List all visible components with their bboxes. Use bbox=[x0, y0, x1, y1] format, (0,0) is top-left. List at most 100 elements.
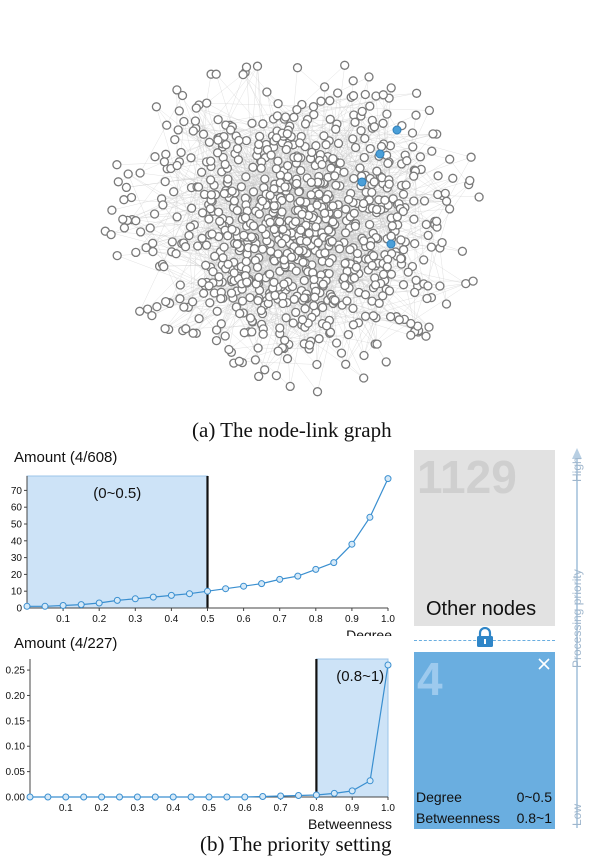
graph-node bbox=[383, 158, 393, 169]
data-point bbox=[348, 787, 356, 795]
graph-node bbox=[348, 134, 358, 144]
graph-node bbox=[160, 323, 170, 334]
graph-node bbox=[273, 249, 283, 259]
graph-node bbox=[234, 135, 244, 146]
graph-node bbox=[367, 260, 377, 271]
graph-node bbox=[285, 381, 295, 392]
graph-node bbox=[407, 128, 418, 138]
graph-node bbox=[248, 221, 259, 231]
graph-node bbox=[392, 212, 402, 222]
graph-edge bbox=[439, 247, 447, 305]
graph-node bbox=[158, 200, 168, 210]
priority-axis-arrow bbox=[572, 448, 582, 828]
graph-node bbox=[333, 138, 344, 149]
graph-node bbox=[188, 328, 198, 338]
graph-node bbox=[312, 359, 322, 370]
other-nodes-panel[interactable]: 1129 Other nodes bbox=[414, 450, 555, 626]
graph-node bbox=[345, 244, 355, 255]
data-point bbox=[204, 587, 211, 595]
graph-node bbox=[119, 195, 129, 205]
graph-node bbox=[398, 280, 409, 290]
graph-node bbox=[313, 238, 323, 248]
graph-node bbox=[328, 201, 338, 211]
graph-node bbox=[223, 231, 233, 241]
graph-node bbox=[396, 235, 406, 245]
graph-node bbox=[274, 217, 285, 227]
graph-node bbox=[308, 102, 319, 112]
y-tick-label: 70 bbox=[11, 486, 23, 497]
graph-node bbox=[474, 192, 484, 202]
graph-node bbox=[247, 118, 257, 128]
close-icon[interactable] bbox=[537, 657, 551, 671]
betweenness-chart[interactable]: 0.00 0.05 0.10 0.15 0.20 0.25 0.1 0.2 0.3 0.4 0.5 0… bbox=[0, 652, 400, 830]
graph-node bbox=[161, 296, 171, 307]
y-tick-label: 60 bbox=[11, 503, 23, 514]
graph-node bbox=[339, 272, 349, 283]
graph-node bbox=[422, 293, 432, 304]
data-point bbox=[384, 661, 392, 669]
graph-node bbox=[219, 188, 229, 199]
graph-node bbox=[248, 187, 259, 197]
graph-node bbox=[340, 258, 350, 269]
x-tick-label: 0.1 bbox=[56, 614, 70, 625]
graph-node bbox=[275, 323, 285, 333]
graph-node bbox=[266, 150, 276, 160]
graph-node bbox=[254, 371, 264, 382]
graph-node bbox=[340, 60, 350, 70]
data-point bbox=[44, 793, 52, 801]
graph-caption: (a) The node-link graph bbox=[192, 418, 392, 442]
selected-nodes-panel[interactable]: 4 Degree 0~0.5 Betweenness 0.8~1 bbox=[414, 652, 555, 829]
graph-node bbox=[307, 147, 317, 158]
graph-node bbox=[359, 152, 369, 163]
graph-node bbox=[330, 295, 340, 305]
degree-chart[interactable]: 0 10 20 30 40 50 60 70 0.1 0.2 0.3 0.4 0.5 0.6 0.7 0.8 0… bbox=[0, 466, 400, 636]
graph-node bbox=[212, 306, 222, 316]
highlighted-node bbox=[386, 239, 396, 249]
graph-node bbox=[221, 139, 231, 150]
graph-node bbox=[169, 187, 179, 197]
graph-node bbox=[278, 224, 288, 234]
graph-node bbox=[333, 88, 343, 98]
x-tick-label: 0.9 bbox=[345, 803, 359, 814]
graph-node bbox=[135, 168, 145, 178]
highlighted-nodes bbox=[357, 125, 402, 249]
lock-icon[interactable] bbox=[475, 627, 495, 649]
data-point bbox=[133, 793, 141, 801]
graph-node bbox=[148, 246, 158, 257]
graph-node bbox=[257, 196, 268, 206]
graph-node bbox=[232, 239, 242, 249]
graph-node bbox=[304, 228, 314, 238]
graph-node bbox=[378, 118, 388, 128]
graph-node bbox=[239, 328, 249, 338]
graph-node bbox=[193, 182, 204, 192]
graph-node bbox=[309, 274, 319, 285]
graph-node bbox=[351, 262, 362, 272]
graph-node bbox=[205, 175, 216, 185]
graph-node bbox=[348, 303, 358, 314]
graph-node bbox=[219, 242, 229, 252]
graph-node bbox=[387, 221, 397, 231]
graph-node bbox=[270, 290, 280, 301]
y-tick-label: 20 bbox=[11, 570, 23, 581]
graph-node bbox=[265, 269, 275, 279]
x-tick-label: 0.6 bbox=[237, 614, 251, 625]
graph-node bbox=[179, 302, 189, 312]
data-point bbox=[330, 789, 338, 797]
graph-node bbox=[121, 182, 132, 193]
graph-node bbox=[186, 153, 196, 163]
x-tick-label: 0.1 bbox=[59, 803, 73, 814]
graph-node bbox=[278, 298, 288, 309]
graph-edge bbox=[156, 106, 210, 286]
graph-node bbox=[214, 272, 224, 282]
graph-node bbox=[282, 129, 292, 139]
graph-edge bbox=[216, 74, 275, 142]
x-tick-label: 0.4 bbox=[166, 803, 180, 814]
graph-node bbox=[360, 89, 370, 100]
graph-node bbox=[197, 208, 208, 218]
graph-node bbox=[241, 135, 252, 146]
graph-node bbox=[359, 350, 369, 361]
graph-node bbox=[312, 200, 322, 210]
node-link-graph[interactable] bbox=[0, 0, 590, 420]
graph-node bbox=[184, 230, 194, 241]
graph-node bbox=[240, 213, 251, 223]
